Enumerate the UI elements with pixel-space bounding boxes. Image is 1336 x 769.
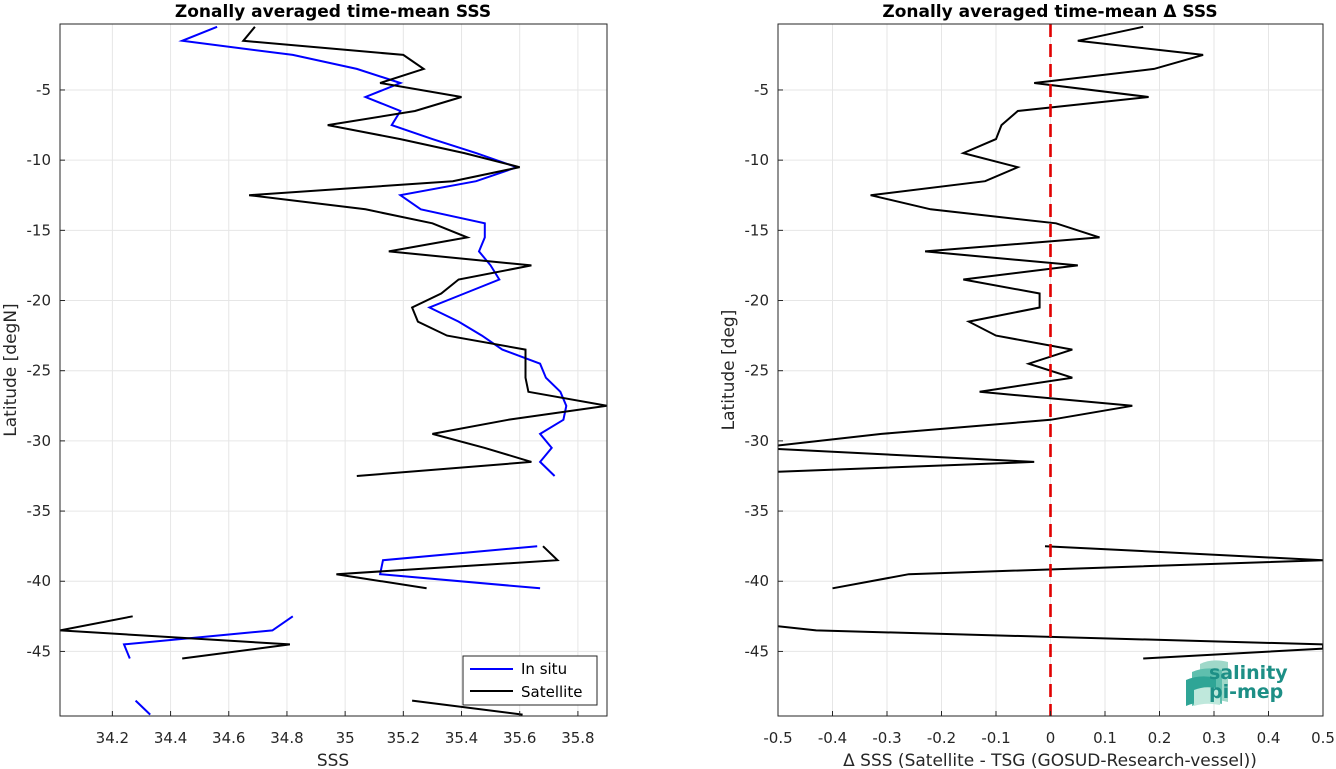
y-tick-label: -30: [27, 432, 52, 450]
series-group: [778, 25, 1323, 660]
y-tick-label: -45: [745, 642, 770, 660]
series-line-0: [778, 625, 1323, 660]
y-axis-label: Latitude [degN]: [1, 303, 21, 436]
y-tick-label: -5: [36, 81, 51, 99]
y-tick-label: -35: [27, 502, 52, 520]
logo-line1: salinity: [1209, 662, 1288, 684]
legend: In situ Satellite: [462, 655, 598, 706]
series-line-satellite: [411, 699, 523, 716]
x-tick-label: 35.2: [387, 729, 420, 747]
y-tick-label: -15: [27, 221, 52, 239]
y-tick-label: -40: [745, 572, 770, 590]
delta-sss-panel: -0.5 -0.4 -0.3 -0.2 -0.1 0 0.1 0.2 0.3 0.4 0.5 -5 -1…: [719, 2, 1335, 769]
y-tick-label: -10: [27, 151, 52, 169]
y-tick-label: -40: [27, 572, 52, 590]
salinity-pi-mep-logo: salinity pi-mep: [1186, 660, 1288, 706]
y-tick-label: -10: [745, 151, 770, 169]
y-tick-label: -30: [745, 432, 770, 450]
y-tick-label: -25: [27, 362, 52, 380]
legend-box: [462, 655, 598, 706]
y-tick-label: -20: [745, 292, 770, 310]
x-tick-label: 35.8: [561, 729, 594, 747]
plot-area: [60, 24, 607, 716]
x-tick-label: -0.2: [927, 729, 956, 747]
series-line-satellite: [241, 26, 607, 477]
x-tick-label: 35: [336, 729, 355, 747]
x-tick-label: 34.8: [270, 729, 303, 747]
x-axis-label: SSS: [317, 751, 349, 769]
x-tick-label: 0.4: [1257, 729, 1281, 747]
series-line-0: [832, 545, 1323, 590]
legend-label-in-situ: In situ: [521, 660, 567, 678]
tick-labels: 34.2 34.4 34.6 34.8 35 35.2 35.4 35.6 35.8 -5 -10 -…: [27, 81, 595, 747]
series-group: [60, 25, 607, 716]
logo-line2: pi-mep: [1209, 681, 1283, 703]
grid: [60, 24, 607, 716]
y-tick-label: -15: [745, 221, 770, 239]
x-tick-label: -0.3: [872, 729, 901, 747]
x-tick-label: 35.6: [503, 729, 536, 747]
series-line-satellite: [60, 615, 291, 660]
series-line-in-situ: [122, 615, 294, 659]
x-tick-label: -0.4: [818, 729, 847, 747]
chart-title: Zonally averaged time-mean SSS: [175, 2, 491, 22]
plot-frame: [59, 23, 608, 717]
x-tick-label: 34.6: [212, 729, 245, 747]
y-axis-label: Latitude [deg]: [719, 310, 739, 431]
x-tick-label: 34.4: [154, 729, 187, 747]
x-tick-label: 35.4: [445, 729, 478, 747]
tick-labels: -0.5 -0.4 -0.3 -0.2 -0.1 0 0.1 0.2 0.3 0.4 0.5 -5 -1…: [745, 81, 1335, 747]
x-tick-label: 0: [1046, 729, 1056, 747]
x-tick-label: 0.1: [1093, 729, 1117, 747]
x-tick-label: -0.1: [981, 729, 1010, 747]
series-line-in-situ: [134, 699, 151, 716]
wave-logo-icon: [1186, 660, 1228, 706]
x-tick-label: 34.2: [96, 729, 129, 747]
series-line-in-situ: [378, 545, 541, 590]
y-tick-label: -45: [27, 642, 52, 660]
legend-label-satellite: Satellite: [521, 683, 582, 701]
x-axis-label: Δ SSS (Satellite - TSG (GOSUD-Research-v…: [843, 751, 1257, 769]
x-tick-label: 0.3: [1202, 729, 1226, 747]
y-tick-label: -25: [745, 362, 770, 380]
y-tick-label: -5: [754, 81, 769, 99]
chart-title: Zonally averaged time-mean Δ SSS: [882, 2, 1217, 22]
series-line-satellite: [336, 545, 560, 590]
x-tick-label: 0.5: [1311, 729, 1335, 747]
series-line-in-situ: [178, 25, 568, 477]
series-line-0: [778, 25, 1204, 473]
y-tick-label: -35: [745, 502, 770, 520]
sss-panel: 34.2 34.4 34.6 34.8 35 35.2 35.4 35.6 35.8 -5 -10 -…: [1, 2, 608, 769]
y-tick-label: -20: [27, 292, 52, 310]
x-tick-label: -0.5: [763, 729, 792, 747]
x-tick-label: 0.2: [1148, 729, 1172, 747]
